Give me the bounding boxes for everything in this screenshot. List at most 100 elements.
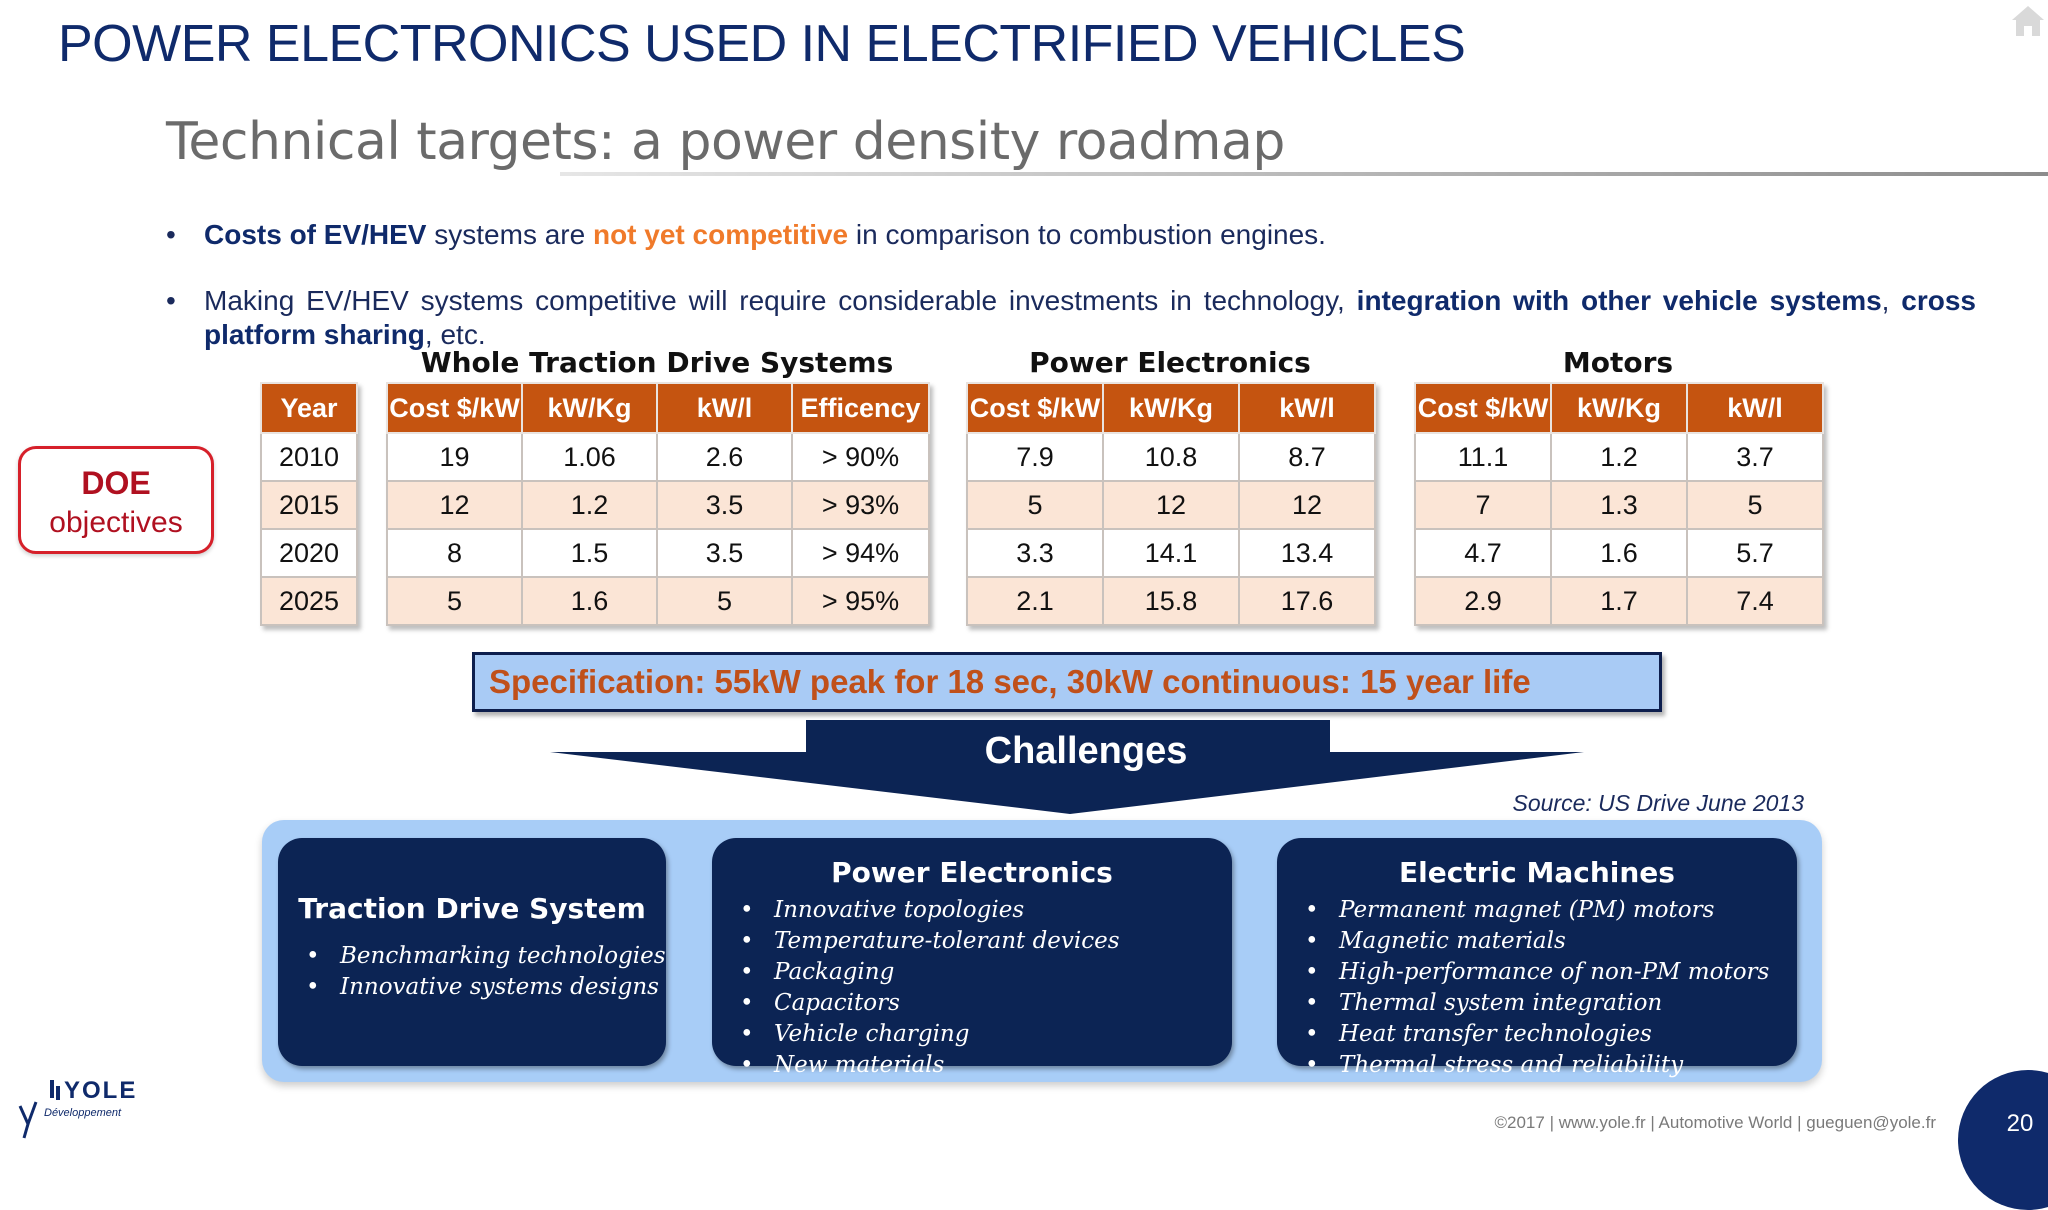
bullet-1-text: systems are (426, 219, 593, 250)
table-cell: 1.2 (1550, 432, 1688, 482)
slide-subtitle: Technical targets: a power density roadm… (166, 112, 1285, 172)
table-cell: 3.3 (966, 528, 1104, 578)
whole-traction-title: Whole Traction Drive Systems (420, 346, 894, 379)
table-cell: > 93% (791, 480, 930, 530)
challenges-arrow (550, 720, 1584, 814)
table-cell: 11.1 (1414, 432, 1552, 482)
list-item: • Permanent magnet (PM) motors (1305, 897, 1715, 923)
table-cell: 1.6 (521, 576, 658, 626)
logo-subtext: Développement (44, 1107, 122, 1119)
table-cell: 3.5 (656, 528, 793, 578)
table-cell: 8 (386, 528, 523, 578)
card-title: Traction Drive System (298, 892, 646, 925)
table-cell: 5 (656, 576, 793, 626)
table-cell: 19 (386, 432, 523, 482)
list-item: • Thermal system integration (1305, 990, 1663, 1016)
bullet-2-end: , etc. (424, 319, 486, 350)
table-cell: 5 (966, 480, 1104, 530)
power-electronics-card: Power Electronics • Innovative topologies… (712, 838, 1232, 1078)
list-item: • Packaging (740, 959, 895, 985)
doe-title: DOE (81, 465, 151, 501)
table-cell: 1.3 (1550, 480, 1688, 530)
doe-subtitle: objectives (49, 506, 183, 539)
doe-objectives-box: DOE objectives (18, 446, 214, 554)
table-cell: 4.7 (1414, 528, 1552, 578)
logo-text: YOLE (64, 1077, 137, 1104)
table-cell: 3.5 (656, 480, 793, 530)
power-electronics-table: Cost $/kW kW/Kg kW/l 7.9 10.8 8.7 5 12 1… (966, 382, 1376, 626)
table-cell: 2.6 (656, 432, 793, 482)
footer-text: ©2017 | www.yole.fr | Automotive World |… (1494, 1113, 1937, 1132)
table-cell: 13.4 (1238, 528, 1376, 578)
power-electronics-list: • Innovative topologies • Temperature-tole… (736, 895, 1232, 1081)
table-cell: 7.4 (1686, 576, 1824, 626)
table-cell: 1.2 (521, 480, 658, 530)
card-title: Electric Machines (1399, 856, 1675, 889)
table-cell: 12 (1238, 480, 1376, 530)
column-header: Efficency (791, 382, 930, 434)
year-cell: 2025 (260, 576, 358, 626)
traction-list: • Benchmarking technologies • Innovative s… (302, 941, 666, 1003)
page-number-badge (1958, 1070, 2048, 1210)
table-cell: 5 (1686, 480, 1824, 530)
whole-traction-table: Cost $/kW kW/Kg kW/l Efficency 19 1.06 2… (386, 382, 930, 626)
column-header: kW/l (1686, 382, 1824, 434)
bullet-dot: • (166, 285, 176, 316)
list-item: • Capacitors (740, 990, 900, 1016)
bullet-2-bold-sharing: cross platform sharing (204, 285, 1976, 350)
power-electronics-title: Power Electronics (1029, 346, 1311, 379)
table-cell: 15.8 (1102, 576, 1240, 626)
table-cell: > 95% (791, 576, 930, 626)
year-cell: 2010 (260, 432, 358, 482)
column-header: kW/Kg (1102, 382, 1240, 434)
bullet-2-sep: , (1881, 285, 1902, 316)
column-header: Cost $/kW (966, 382, 1104, 434)
table-cell: 2.1 (966, 576, 1104, 626)
page-number: 20 (2006, 1110, 2034, 1137)
column-header: kW/Kg (521, 382, 658, 434)
column-header: kW/Kg (1550, 382, 1688, 434)
specification-text: Specification: 55kW peak for 18 sec, 30k… (489, 663, 1531, 700)
list-item: • High-performance of non-PM motors (1305, 959, 1770, 985)
traction-drive-card: Traction Drive System • Benchmarking tech… (278, 838, 666, 1066)
list-item: • Magnetic materials (1305, 928, 1566, 954)
table-cell: 2.9 (1414, 576, 1552, 626)
year-table: Year 2010 2015 2020 2025 (260, 382, 358, 626)
bullet-investments: • Making EV/HEV systems competitive will… (166, 284, 1976, 352)
list-item: • Heat transfer technologies (1305, 1021, 1652, 1047)
challenges-panel: Traction Drive System • Benchmarking tech… (262, 820, 1822, 1082)
card-title: Power Electronics (831, 856, 1113, 889)
table-cell: 1.5 (521, 528, 658, 578)
bullet-2-bold-integration: integration with other vehicle systems (1356, 285, 1882, 316)
table-cell: > 94% (791, 528, 930, 578)
list-item: • Thermal stress and reliability (1305, 1052, 1684, 1078)
motors-title: Motors (1562, 346, 1674, 379)
column-header: Cost $/kW (386, 382, 523, 434)
table-cell: 1.6 (1550, 528, 1688, 578)
list-item: • Temperature-tolerant devices (740, 928, 1120, 954)
table-cell: 14.1 (1102, 528, 1240, 578)
table-cell: 10.8 (1102, 432, 1240, 482)
table-cell: 1.7 (1550, 576, 1688, 626)
column-header: Cost $/kW (1414, 382, 1552, 434)
list-item: • Benchmarking technologies (306, 943, 666, 969)
year-cell: 2020 (260, 528, 358, 578)
table-cell: 3.7 (1686, 432, 1824, 482)
table-cell: 5.7 (1686, 528, 1824, 578)
subtitle-divider (560, 172, 2048, 176)
table-cell: > 90% (791, 432, 930, 482)
bullet-costs: • Costs of EV/HEV systems are not yet co… (166, 218, 1976, 252)
bullet-1-highlight: not yet competitive (592, 219, 849, 250)
table-cell: 12 (1102, 480, 1240, 530)
table-cell: 12 (386, 480, 523, 530)
specification-banner: Specification: 55kW peak for 18 sec, 30k… (472, 652, 1662, 712)
bullet-1-bold: Costs of EV/HEV (204, 219, 427, 250)
table-cell: 7 (1414, 480, 1552, 530)
year-header: Year (260, 382, 358, 434)
bullet-1-end: in comparison to combustion engines. (848, 219, 1326, 250)
electric-machines-list: • Permanent magnet (PM) motors • Magnetic … (1301, 895, 1797, 1081)
table-cell: 7.9 (966, 432, 1104, 482)
column-header: kW/l (1238, 382, 1376, 434)
home-icon[interactable] (2008, 2, 2048, 38)
bullet-dot: • (166, 219, 176, 250)
